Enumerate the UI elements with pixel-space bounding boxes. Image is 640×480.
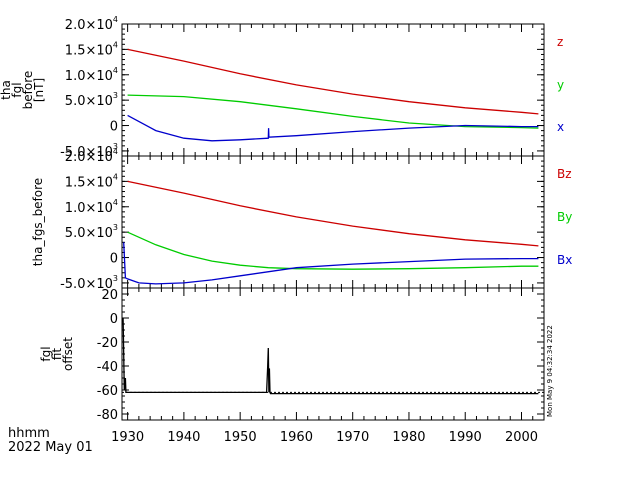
y-tick-label: 0: [110, 252, 118, 267]
series-line-x: [127, 114, 539, 142]
timestamp-label: Mon May 9 04:32:34 2022: [546, 325, 554, 417]
panel-2-ylabel: tha_fgs_before: [31, 178, 45, 266]
y-tick-label: 2.0×104: [65, 147, 118, 165]
legend-by: By: [557, 210, 572, 224]
x-tick-label: 2000: [505, 430, 538, 445]
series-line-bz: [127, 180, 539, 247]
date-label: 2022 May 01: [8, 440, 93, 455]
x-tick-label: 1990: [449, 430, 482, 445]
panel-2-ylabel-line: tha_fgs_before: [31, 178, 45, 266]
y-tick-label: 2.0×104: [65, 15, 118, 33]
y-tick-label: -60: [97, 384, 118, 399]
legend-bx: Bx: [557, 253, 572, 267]
panel-1-ylabel-line: [nT]: [32, 78, 46, 102]
panel-1-frame: [121, 23, 545, 157]
panel-3-frame: [121, 287, 545, 421]
x-tick-label: 1960: [280, 430, 313, 445]
series-line-by: [127, 231, 539, 270]
series-line-offset: [122, 317, 539, 395]
y-tick-label: 0: [110, 120, 118, 135]
x-tick-label: 1940: [167, 430, 200, 445]
series-line-y: [127, 94, 539, 129]
y-tick-label: 0: [110, 312, 118, 327]
x-tick-label: 1950: [224, 430, 257, 445]
panel-3-ylabel-line: fit: [50, 348, 64, 361]
chart-marks: 2.0×1041.5×1041.0×1045.0×1030-5.0×1032.0…: [60, 15, 545, 445]
legend-y: y: [557, 78, 564, 92]
panel-3-ylabel-line: fgl: [39, 346, 53, 361]
y-tick-label: -80: [97, 408, 118, 423]
y-tick-label: 5.0×103: [65, 223, 118, 241]
y-tick-label: 1.0×104: [65, 198, 118, 216]
y-tick-label: -40: [97, 360, 118, 375]
series-line-bx: [123, 242, 539, 285]
y-tick-label: 20: [101, 288, 118, 303]
y-tick-label: 1.0×104: [65, 66, 118, 84]
x-tick-label: 1930: [111, 430, 144, 445]
x-tick-label: 1970: [336, 430, 369, 445]
legend-x: x: [557, 120, 564, 134]
time-unit-label: hhmm: [8, 426, 50, 441]
y-tick-label: -5.0×103: [60, 142, 118, 160]
panel-1-ylabel: tha fgl before [nT]: [0, 71, 46, 110]
legend-bz: Bz: [557, 167, 572, 181]
series-line-z: [127, 48, 539, 115]
y-tick-label: 1.5×104: [65, 40, 118, 58]
y-tick-label: -20: [97, 336, 118, 351]
x-tick-label: 1980: [392, 430, 425, 445]
legend-z: z: [557, 35, 563, 49]
panel-1-ylabel-line: fgl: [10, 82, 24, 97]
panel-3-ylabel: fgl fit offset: [39, 337, 75, 371]
y-tick-label: 5.0×103: [65, 91, 118, 109]
panel-1-ylabel-line: tha: [0, 80, 13, 100]
panel-2-frame: [121, 155, 545, 289]
y-tick-label: -5.0×103: [60, 274, 118, 292]
panel-3-ylabel-line: offset: [61, 337, 75, 371]
y-tick-label: 1.5×104: [65, 172, 118, 190]
panel-1-ylabel-line: before: [21, 71, 35, 110]
